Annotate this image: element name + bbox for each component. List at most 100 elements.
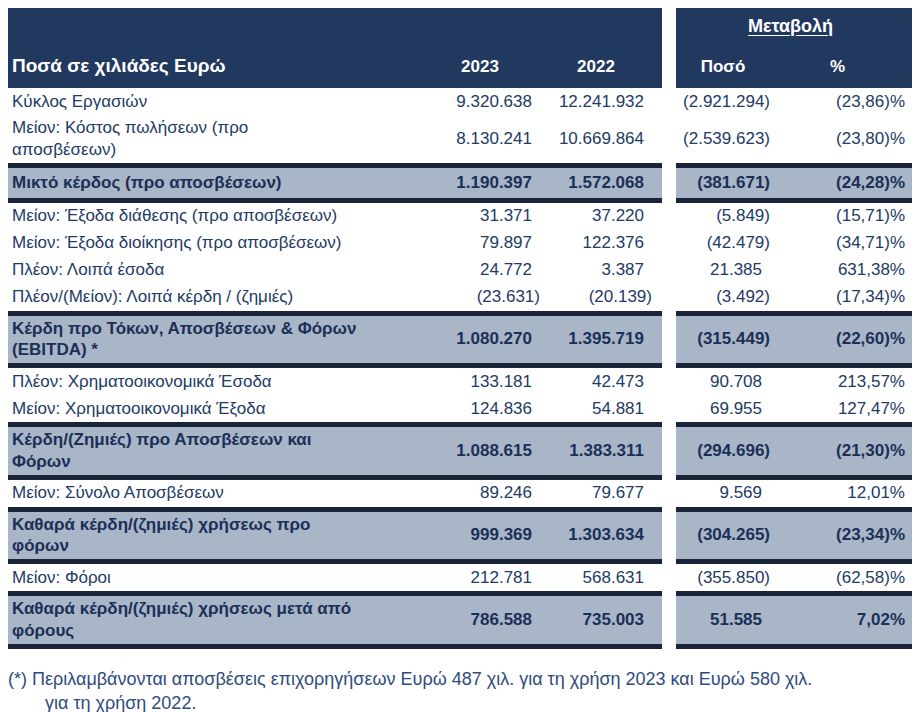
value-2022: 122.376 [540,233,652,253]
value-2022: 568.631 [540,568,652,588]
change-amount: (42.479) [676,233,770,253]
table-row: Μείον: Έξοδα διοίκησης (προ αποσβέσεων)7… [8,230,912,257]
change-amount: 69.955 [676,399,770,419]
row-left-block: Καθαρά κέρδη/(ζημιές) χρήσεως μετά από φ… [8,591,662,649]
table-body: Κύκλος Εργασιών9.320.63812.241.932 (2.921… [8,88,912,649]
row-change-block: (42.479)(34,71)% [676,230,912,257]
value-2022: 1.383.311 [540,441,652,461]
row-change-block: 69.955127,47% [676,395,912,422]
change-percent: (17,34)% [770,287,905,307]
block-gap [662,591,676,649]
row-change-block: (294.696)(21,30)% [676,422,912,480]
block-gap [662,163,676,203]
change-percent: (34,71)% [770,233,905,253]
block-gap [662,311,676,369]
change-percent: (15,71)% [770,206,905,226]
financial-statement-page: Ποσά σε χιλιάδες Ευρώ 2023 2022 Μεταβολή… [0,0,922,712]
row-label: Κέρδη προ Τόκων, Αποσβέσεων & Φόρων (EBI… [12,318,420,362]
row-label: Μείον: Σύνολο Αποσβέσεων [12,482,420,504]
row-change-block: (355.850)(62,58)% [676,564,912,591]
row-left-block: Κύκλος Εργασιών9.320.63812.241.932 [8,88,662,115]
change-percent: (23,86)% [770,92,905,112]
value-2023: 1.088.615 [420,441,540,461]
row-change-block: (315.449)(22,60)% [676,311,912,369]
row-change-block: (381.671)(24,28)% [676,163,912,203]
block-gap [662,203,676,230]
value-2023: (23.631) [420,287,540,307]
change-percent: 12,01% [770,483,905,503]
row-left-block: Πλέον: Χρηματοοικονομικά Έσοδα133.18142.… [8,368,662,395]
block-gap [662,257,676,284]
row-change-block: (5.849)(15,71)% [676,203,912,230]
value-2023: 212.781 [420,568,540,588]
value-2022: (20.139) [540,287,652,307]
column-header-2022: 2022 [540,57,652,77]
row-label: Μείον: Κόστος πωλήσεων (προ αποσβέσεων) [12,117,420,161]
table-title: Ποσά σε χιλιάδες Ευρώ [12,55,420,77]
row-left-block: Μικτό κέρδος (προ αποσβέσεων)1.190.3971.… [8,163,662,203]
table-row: Πλέον: Λοιπά έσοδα24.7723.38721.385631,3… [8,257,912,284]
row-label: Πλέον: Χρηματοοικονομικά Έσοδα [12,371,420,393]
value-2022: 79.677 [540,483,652,503]
change-amount: 90.708 [676,372,770,392]
table-row: Κέρδη/(Ζημιές) προ Αποσβέσεων και Φόρων1… [8,422,912,480]
change-percent: (24,28)% [770,173,905,193]
value-2022: 12.241.932 [540,92,652,112]
value-2022: 42.473 [540,372,652,392]
value-2022: 1.395.719 [540,329,652,349]
change-amount: (381.671) [676,173,770,193]
change-percent: 127,47% [770,399,905,419]
value-2022: 1.572.068 [540,173,652,193]
row-label: Πλέον/(Μείον): Λοιπά κέρδη / (ζημιές) [12,286,420,308]
change-subheaders: Ποσό % [676,57,905,77]
change-percent: 7,02% [770,610,905,630]
column-group-header-change: Μεταβολή [676,16,905,37]
row-left-block: Πλέον/(Μείον): Λοιπά κέρδη / (ζημιές)(23… [8,284,662,311]
row-change-block: 51.5857,02% [676,591,912,649]
value-2023: 1.080.270 [420,329,540,349]
row-change-block: 90.708213,57% [676,368,912,395]
table-row: Πλέον: Χρηματοοικονομικά Έσοδα133.18142.… [8,368,912,395]
value-2023: 133.181 [420,372,540,392]
row-change-block: (2.539.623)(23,80)% [676,115,912,163]
change-percent: 213,57% [770,372,905,392]
change-percent: (23,80)% [770,129,905,149]
footnote-line-1: (*) Περιλαμβάνονται αποσβέσεις επιχορηγή… [8,667,912,691]
row-label: Μείον: Φόροι [12,567,420,589]
change-amount: 9.569 [676,483,770,503]
row-change-block: (304.265)(23,34)% [676,507,912,565]
table-row: Κέρδη προ Τόκων, Αποσβέσεων & Φόρων (EBI… [8,311,912,369]
change-percent: (62,58)% [770,568,905,588]
column-header-2023: 2023 [420,57,540,77]
value-2023: 786.588 [420,610,540,630]
change-amount: (3.492) [676,287,770,307]
change-amount: (294.696) [676,441,770,461]
change-amount: (315.449) [676,329,770,349]
row-left-block: Κέρδη/(Ζημιές) προ Αποσβέσεων και Φόρων1… [8,422,662,480]
row-left-block: Μείον: Σύνολο Αποσβέσεων89.24679.677 [8,480,662,507]
value-2023: 31.371 [420,206,540,226]
change-percent: (22,60)% [770,329,905,349]
row-change-block: (2.921.294)(23,86)% [676,88,912,115]
table-row: Κύκλος Εργασιών9.320.63812.241.932 (2.921… [8,88,912,115]
value-2022: 735.003 [540,610,652,630]
change-amount: 21.385 [676,260,770,280]
change-amount: (5.849) [676,206,770,226]
value-2022: 1.303.634 [540,525,652,545]
column-header-amount: Ποσό [676,57,770,77]
change-amount: (304.265) [676,525,770,545]
row-left-block: Μείον: Έξοδα διάθεσης (προ αποσβέσεων)31… [8,203,662,230]
block-gap [662,8,676,88]
footnote: (*) Περιλαμβάνονται αποσβέσεις επιχορηγή… [8,667,912,712]
row-left-block: Μείον: Κόστος πωλήσεων (προ αποσβέσεων)8… [8,115,662,163]
value-2022: 3.387 [540,260,652,280]
block-gap [662,480,676,507]
row-label: Μείον: Έξοδα διοίκησης (προ αποσβέσεων) [12,232,420,254]
value-2022: 54.881 [540,399,652,419]
table-row: Μείον: Φόροι212.781568.631 (355.850)(62,5… [8,564,912,591]
table-row: Μικτό κέρδος (προ αποσβέσεων)1.190.3971.… [8,163,912,203]
table-row: Μείον: Έξοδα διάθεσης (προ αποσβέσεων)31… [8,203,912,230]
change-amount: 51.585 [676,610,770,630]
footnote-line-2: για τη χρήση 2022. [45,691,912,712]
value-2023: 124.836 [420,399,540,419]
